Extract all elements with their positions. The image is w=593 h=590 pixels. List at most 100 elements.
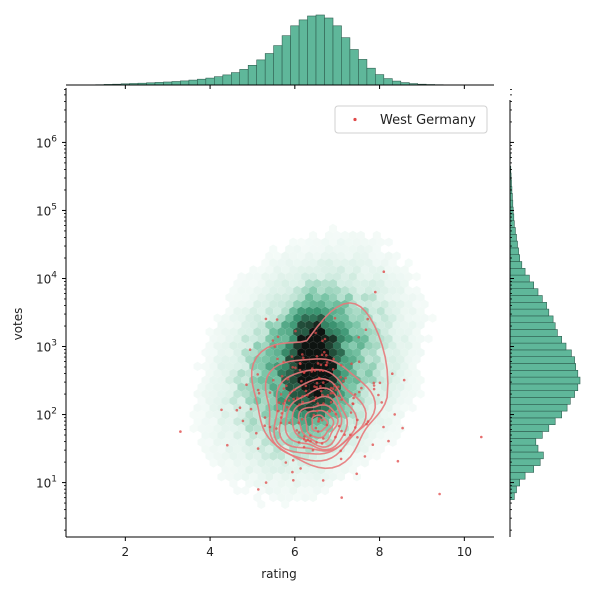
hexbin-cell	[249, 320, 258, 330]
x-tick-label: 6	[291, 545, 299, 559]
hexbin-cell	[309, 492, 318, 503]
hexbin-cell	[233, 361, 242, 371]
hexbin-cell	[205, 368, 214, 378]
marginal-x-bar	[374, 74, 385, 86]
hexbin-cell	[332, 230, 341, 240]
y-tick-label: 105	[36, 202, 57, 218]
hexbin-cell	[289, 292, 298, 302]
hexbin-cell	[376, 320, 385, 330]
hexbin-cell	[201, 403, 210, 413]
hexbin-cell	[404, 354, 413, 365]
hexbin-cell	[201, 430, 210, 440]
hexbin-cell	[241, 279, 250, 289]
hexbin-cell	[281, 292, 290, 302]
scatter-point	[271, 339, 275, 342]
scatter-point	[291, 470, 294, 474]
hexbin-cell	[352, 292, 361, 302]
marginal-y-bar	[509, 247, 519, 255]
hexbin-cell	[277, 272, 286, 282]
hexbin-cell	[237, 410, 246, 420]
hexbin-cell	[249, 334, 258, 344]
hexbin-cell	[209, 403, 218, 413]
scatter-point	[331, 368, 335, 371]
hexbin-cell	[404, 272, 413, 282]
hexbin-cell	[340, 285, 349, 296]
hexbin-cell	[209, 444, 218, 454]
scatter-point	[326, 394, 330, 397]
hexbin-cell	[392, 279, 401, 289]
hexbin-cell	[249, 417, 258, 427]
scatter-point	[332, 391, 335, 395]
hexbin-cell	[293, 354, 302, 365]
hexbin-cell	[388, 299, 397, 309]
hexbin-cell	[209, 389, 218, 399]
marginal-y-bar	[509, 220, 515, 228]
hexbin-cell	[285, 244, 294, 254]
scatter-point	[325, 353, 328, 357]
hexbin-cell	[293, 258, 302, 268]
kde-contour	[311, 414, 329, 433]
hexbin-cell	[384, 348, 393, 358]
scatter-point	[322, 402, 325, 405]
hexbin-cell	[297, 237, 306, 247]
hexbin-cell	[229, 479, 238, 489]
hexbin-cell	[329, 334, 337, 344]
hexbin-cell	[205, 437, 214, 447]
hexbin-cell	[241, 320, 250, 330]
hexbin-cell	[289, 320, 298, 330]
hexbin-cell	[329, 320, 337, 330]
hexbin-cell	[384, 417, 393, 427]
hexbin-cell	[205, 341, 214, 351]
marginal-x-bar	[391, 80, 402, 86]
hexbin-cell	[412, 341, 421, 351]
scatter-point	[332, 357, 335, 361]
marginal-x-bar	[214, 76, 224, 86]
hexbin-cell	[285, 299, 294, 309]
scatter-point	[337, 424, 341, 428]
hexbin-cell	[225, 430, 234, 440]
scatter-point	[263, 416, 267, 419]
scatter-point	[380, 401, 384, 404]
scatter-point	[275, 318, 279, 321]
hexbin-cell	[384, 306, 393, 316]
hexbin-cell	[225, 458, 234, 468]
hexbin-cell	[396, 299, 405, 309]
hexbin-cell	[289, 265, 298, 275]
marginal-y-bar	[509, 281, 535, 289]
hexbin-cell	[424, 334, 433, 344]
hexbin-cell	[336, 348, 345, 358]
hexbin-cell	[209, 334, 218, 344]
hexbin-cell	[368, 444, 377, 454]
hexbin-cell	[408, 292, 417, 302]
scatter-point	[280, 412, 284, 415]
hexbin-cell	[412, 313, 421, 323]
scatter-point	[226, 443, 229, 447]
hexbin-cell	[293, 492, 302, 503]
hexbin-cell	[253, 451, 262, 461]
marginal-x-bar	[341, 37, 351, 86]
hexbin-cell	[301, 244, 310, 254]
scatter-point	[350, 362, 353, 366]
scatter-point	[309, 434, 312, 437]
hexbin-cell	[289, 458, 298, 468]
scatter-point	[333, 316, 337, 320]
scatter-point	[371, 443, 375, 447]
hexbin-cell	[321, 292, 330, 302]
hexbin-cell	[245, 410, 254, 420]
hexbin-cell	[289, 348, 298, 358]
hexbin-cell	[325, 285, 333, 296]
hexbin-cell	[305, 444, 314, 454]
hexbin-cell	[380, 285, 389, 296]
hexbin-cell	[392, 430, 401, 440]
hexbin-cell	[372, 258, 381, 268]
marginal-y-bar	[509, 342, 567, 351]
marginal-x-bar	[349, 49, 359, 86]
marginal-x-bar	[247, 65, 257, 86]
scatter-point	[313, 385, 316, 388]
hexbin-cell	[241, 472, 250, 482]
kde-contour	[250, 302, 389, 470]
y-tick-label: 101	[36, 475, 57, 491]
hexbin-cell	[313, 237, 322, 247]
scatter-point	[257, 488, 260, 491]
scatter-point	[295, 429, 299, 432]
